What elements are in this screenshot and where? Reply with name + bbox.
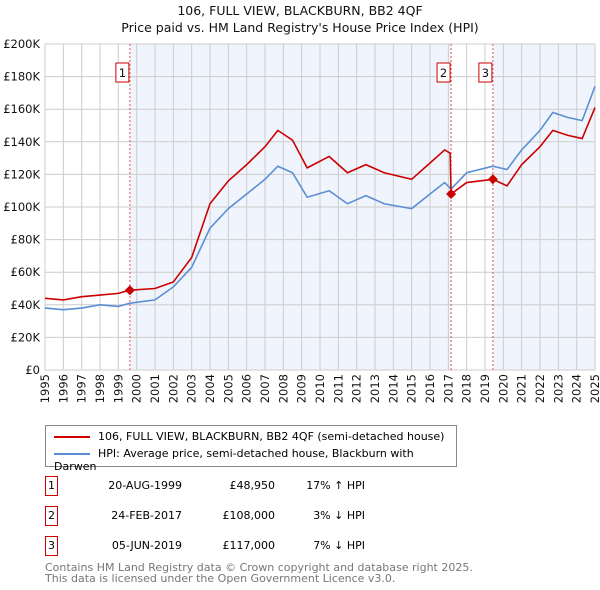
sale-label: 2	[440, 66, 447, 80]
legend-label: HPI: Average price, semi-detached house,…	[54, 447, 414, 473]
x-tick-label: 2001	[148, 374, 162, 403]
legend: 106, FULL VIEW, BLACKBURN, BB2 4QF (semi…	[45, 425, 457, 473]
sale-hpi-diff: 7% ↓ HPI	[313, 539, 365, 552]
footer-line: This data is licensed under the Open Gov…	[45, 572, 396, 585]
x-tick-label: 2020	[496, 374, 510, 403]
x-tick-label: 2008	[276, 374, 290, 403]
x-tick-label: 2023	[551, 374, 565, 403]
legend-label: 106, FULL VIEW, BLACKBURN, BB2 4QF (semi…	[98, 430, 445, 443]
legend-item-hpi: HPI: Average price, semi-detached house,…	[54, 447, 456, 473]
x-tick-label: 2022	[533, 374, 547, 403]
sale-date: 05-JUN-2019	[111, 539, 182, 552]
title-line: 106, FULL VIEW, BLACKBURN, BB2 4QF	[177, 3, 423, 18]
y-tick-label: £160K	[3, 102, 40, 116]
sale-number: 2	[45, 506, 58, 526]
y-tick-label: £80K	[11, 233, 41, 247]
footer-line: Contains HM Land Registry data © Crown c…	[45, 561, 473, 574]
x-tick-label: 2015	[405, 374, 419, 403]
x-tick-label: 2000	[130, 374, 144, 403]
x-tick-label: 2016	[423, 374, 437, 403]
sale-price: £48,950	[229, 479, 276, 492]
sale-row: 1 20-AUG-1999 £48,950 17% ↑ HPI	[45, 476, 445, 496]
sale-label-box	[478, 62, 493, 83]
sale-date: 20-AUG-1999	[108, 479, 182, 492]
x-tick-label: 1995	[38, 374, 52, 403]
plot-area: 1995 1996 1997 1998 1999 2000 2001 2002 2003 2004…	[3, 37, 600, 403]
sale-point	[487, 174, 498, 185]
sale-hpi-diff: 17% ↑ HPI	[306, 479, 365, 492]
series-line	[44, 107, 596, 301]
sale-number: 1	[45, 476, 58, 496]
x-tick-label: 2017	[441, 374, 455, 403]
sale-label-box	[115, 62, 130, 83]
footer: Contains HM Land Registry data © Crown c…	[45, 562, 473, 584]
y-tick-label: £40K	[11, 298, 41, 312]
x-tick-label: 2014	[386, 374, 400, 403]
y-tick-label: £200K	[3, 37, 40, 51]
x-tick-label: 2003	[185, 374, 199, 403]
sale-price: £117,000	[222, 539, 276, 552]
x-tick-label: 2007	[258, 374, 272, 403]
x-tick-label: 1996	[56, 374, 70, 403]
x-tick-label: 1997	[75, 374, 89, 403]
y-tick-label: £100K	[3, 200, 40, 214]
x-tick-label: 2010	[313, 374, 327, 403]
plot-border	[44, 43, 596, 371]
sale-label: 1	[119, 66, 126, 80]
x-tick-label: 2002	[166, 374, 180, 403]
x-tick-label: 2021	[515, 374, 529, 403]
x-tick-label: 2024	[570, 374, 584, 403]
y-tick-label: £20K	[11, 330, 41, 344]
sale-point	[124, 285, 135, 296]
series-line	[44, 86, 596, 311]
sale-row: 2 24-FEB-2017 £108,000 3% ↓ HPI	[45, 506, 445, 526]
sale-row: 3 05-JUN-2019 £117,000 7% ↓ HPI	[45, 536, 445, 556]
sale-hpi-diff: 3% ↓ HPI	[313, 509, 365, 522]
sale-label: 3	[482, 66, 489, 80]
sale-point	[446, 188, 457, 199]
x-tick-label: 2009	[295, 374, 309, 403]
x-tick-label: 2005	[221, 374, 235, 403]
chart-title: 106, FULL VIEW, BLACKBURN, BB2 4QF Price…	[0, 2, 600, 36]
x-tick-label: 2006	[240, 374, 254, 403]
blue-line-swatch	[54, 453, 90, 455]
x-tick-label: 2018	[460, 374, 474, 403]
sale-label-box	[436, 62, 451, 83]
x-tick-label: 2025	[588, 374, 600, 403]
sale-number: 3	[45, 536, 58, 556]
x-tick-label: 2019	[478, 374, 492, 403]
x-tick-label: 2011	[331, 374, 345, 403]
x-tick-label: 2013	[368, 374, 382, 403]
y-tick-label: £60K	[11, 265, 41, 279]
legend-item-property: 106, FULL VIEW, BLACKBURN, BB2 4QF (semi…	[54, 430, 444, 443]
x-tick-label: 2012	[350, 374, 364, 403]
y-tick-label: £0	[25, 363, 40, 377]
x-tick-label: 1999	[111, 374, 125, 403]
sale-price: £108,000	[222, 509, 276, 522]
red-line-swatch	[54, 436, 90, 438]
y-tick-label: £120K	[3, 167, 40, 181]
x-tick-label: 1998	[93, 374, 107, 403]
y-tick-label: £180K	[3, 70, 40, 84]
subtitle-line: Price paid vs. HM Land Registry's House …	[121, 20, 479, 35]
x-tick-label: 2004	[203, 374, 217, 403]
y-tick-label: £140K	[3, 135, 40, 149]
sale-date: 24-FEB-2017	[111, 509, 182, 522]
